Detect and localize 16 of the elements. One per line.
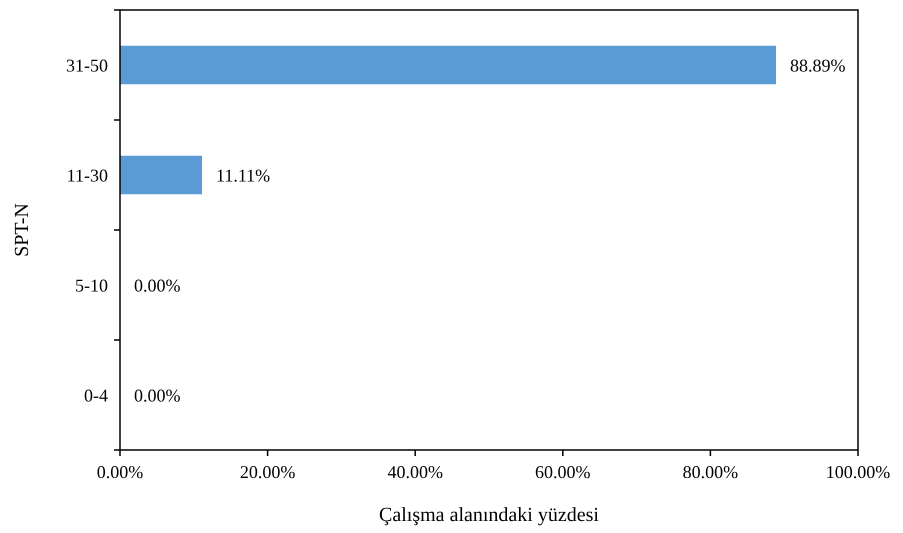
y-tick-label: 5-10 bbox=[75, 275, 108, 296]
x-tick-label: 40.00% bbox=[387, 462, 443, 482]
data-label: 11.11% bbox=[216, 165, 270, 186]
y-tick-label: 31-50 bbox=[66, 55, 108, 76]
x-tick-label: 60.00% bbox=[535, 462, 591, 482]
x-tick-label: 0.00% bbox=[96, 462, 144, 482]
x-tick-label: 20.00% bbox=[240, 462, 296, 482]
data-label: 88.89% bbox=[790, 55, 846, 76]
data-label: 0.00% bbox=[134, 385, 180, 406]
x-tick-label: 100.00% bbox=[826, 462, 890, 482]
y-tick-label: 11-30 bbox=[66, 165, 108, 186]
x-axis-title: Çalışma alanındaki yüzdesi bbox=[379, 504, 600, 526]
y-tick-label: 0-4 bbox=[84, 385, 108, 406]
data-label: 0.00% bbox=[134, 275, 180, 296]
x-tick-label: 80.00% bbox=[682, 462, 738, 482]
y-axis-title: SPT-N bbox=[11, 203, 33, 257]
